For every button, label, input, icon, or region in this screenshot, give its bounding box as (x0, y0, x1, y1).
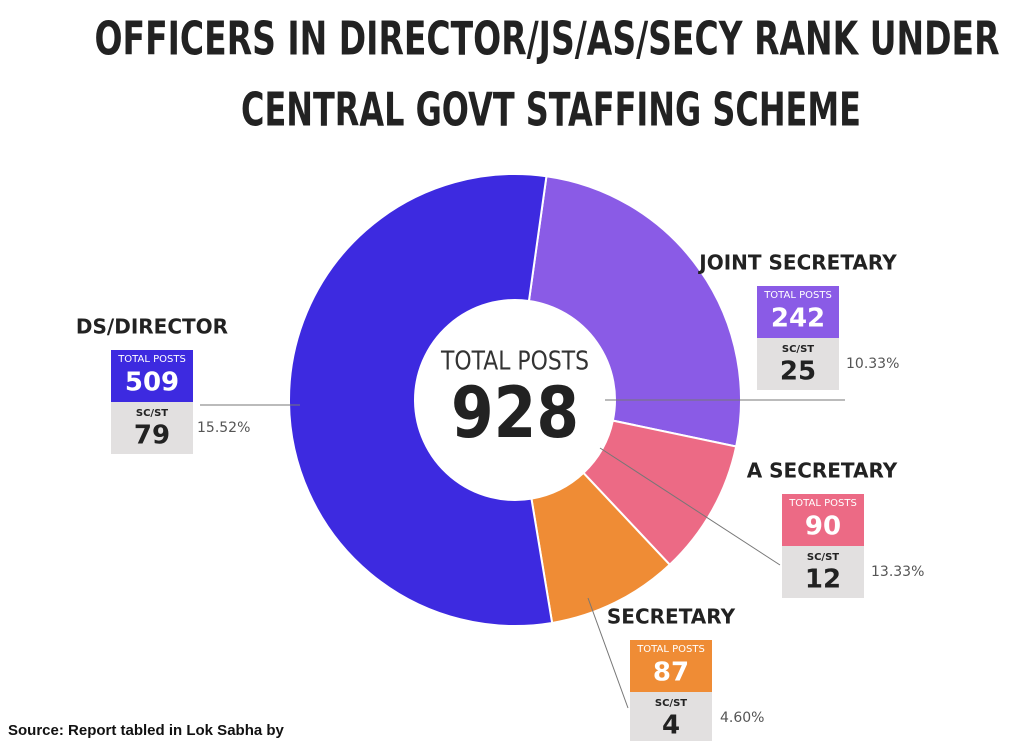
total-value: 90 (805, 512, 841, 542)
total-value: 509 (125, 368, 179, 398)
total-box (630, 640, 712, 692)
scst-caption: SC/ST (807, 552, 839, 563)
scst-share: 13.33% (871, 564, 924, 580)
leader-line (587, 597, 629, 709)
scst-box (630, 692, 712, 741)
total-box (111, 350, 193, 402)
title-line: CENTRAL GOVT STAFFING SCHEME (241, 83, 861, 137)
center-label: TOTAL POSTS (440, 347, 589, 377)
category-label: JOINT SECRETARY (697, 251, 897, 275)
scst-value: 79 (134, 421, 170, 451)
total-value: 242 (771, 304, 825, 334)
leader-line (599, 447, 781, 566)
category-label: A SECRETARY (747, 459, 898, 483)
scst-box (782, 546, 864, 598)
scst-share: 15.52% (197, 420, 250, 436)
total-value: 87 (653, 658, 689, 688)
total-caption: TOTAL POSTS (636, 644, 705, 655)
total-caption: TOTAL POSTS (788, 498, 857, 509)
donut-hole (415, 300, 615, 500)
title-line: OFFICERS IN DIRECTOR/JS/AS/SECY RANK UND… (95, 12, 1000, 66)
total-box (782, 494, 864, 546)
scst-share: 10.33% (846, 356, 899, 372)
scst-value: 4 (662, 711, 680, 741)
scst-box (757, 338, 839, 390)
scst-value: 12 (805, 565, 841, 595)
total-box (757, 286, 839, 338)
scst-value: 25 (780, 357, 816, 387)
source: Source: Report tabled in Lok Sabha by (8, 722, 285, 739)
scst-share: 4.60% (720, 710, 764, 726)
category-label: DS/DIRECTOR (76, 315, 228, 339)
scst-caption: SC/ST (136, 408, 168, 419)
total-caption: TOTAL POSTS (117, 354, 186, 365)
center-total: 928 (451, 372, 579, 454)
scst-caption: SC/ST (782, 344, 814, 355)
scst-box (111, 402, 193, 454)
scst-caption: SC/ST (655, 698, 687, 709)
total-caption: TOTAL POSTS (763, 290, 832, 301)
category-label: SECRETARY (607, 605, 736, 629)
